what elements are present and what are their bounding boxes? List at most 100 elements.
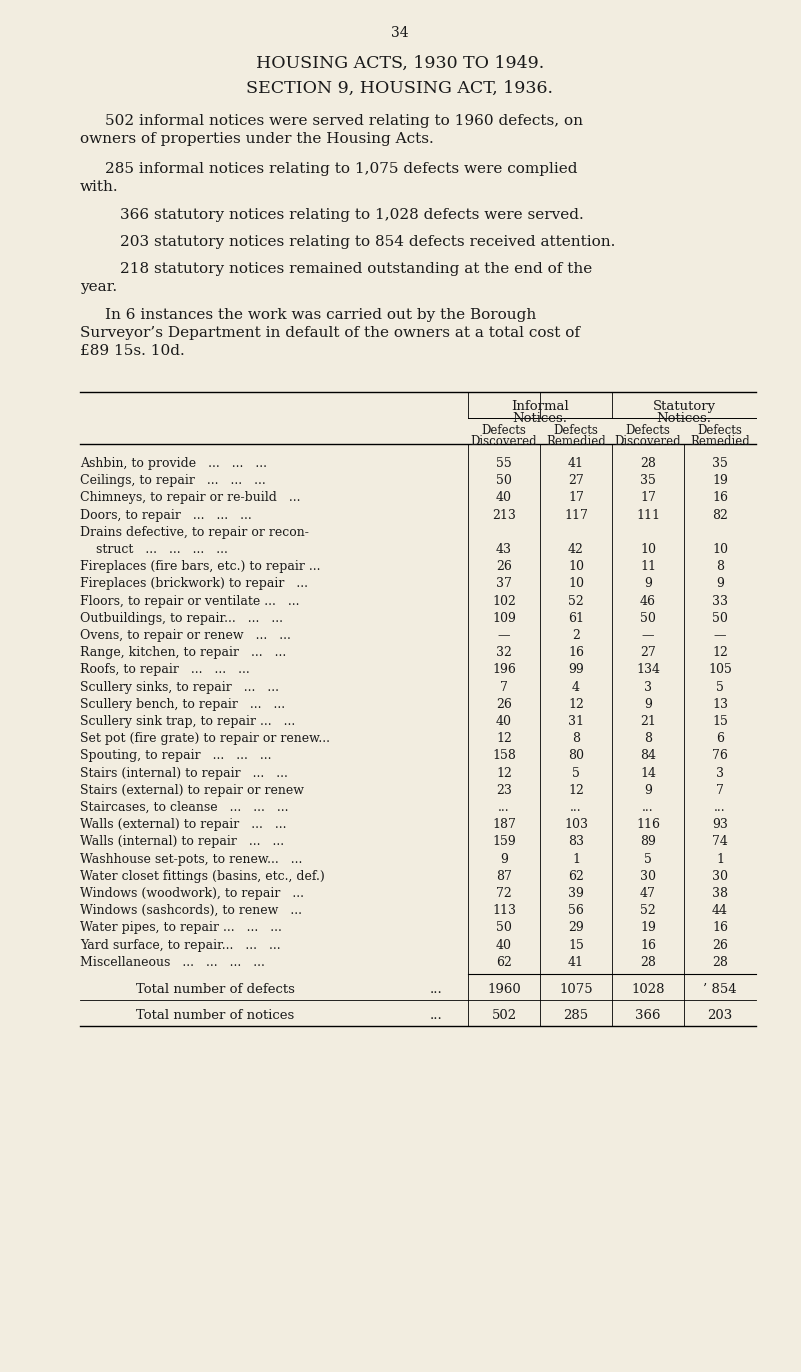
Text: with.: with.: [80, 180, 119, 193]
Text: 1960: 1960: [487, 982, 521, 996]
Text: Water closet fittings (basins, etc., def.): Water closet fittings (basins, etc., def…: [80, 870, 324, 882]
Text: 42: 42: [568, 543, 584, 556]
Text: 10: 10: [640, 543, 656, 556]
Text: Defects: Defects: [698, 424, 743, 438]
Text: Informal: Informal: [511, 401, 569, 413]
Text: 3: 3: [716, 767, 724, 779]
Text: 61: 61: [568, 612, 584, 624]
Text: Range, kitchen, to repair   ...   ...: Range, kitchen, to repair ... ...: [80, 646, 286, 659]
Text: 12: 12: [496, 767, 512, 779]
Text: year.: year.: [80, 280, 117, 294]
Text: 83: 83: [568, 836, 584, 848]
Text: 43: 43: [496, 543, 512, 556]
Text: ...: ...: [430, 982, 443, 996]
Text: Roofs, to repair   ...   ...   ...: Roofs, to repair ... ... ...: [80, 664, 250, 676]
Text: 6: 6: [716, 733, 724, 745]
Text: 111: 111: [636, 509, 660, 521]
Text: 187: 187: [492, 818, 516, 831]
Text: 5: 5: [716, 681, 724, 694]
Text: 26: 26: [496, 698, 512, 711]
Text: £89 15s. 10d.: £89 15s. 10d.: [80, 344, 185, 358]
Text: 502 informal notices were served relating to 1960 defects, on: 502 informal notices were served relatin…: [105, 114, 583, 128]
Text: 1028: 1028: [631, 982, 665, 996]
Text: 285: 285: [563, 1008, 589, 1022]
Text: 80: 80: [568, 749, 584, 763]
Text: 1: 1: [716, 852, 724, 866]
Text: Washhouse set-pots, to renew...   ...: Washhouse set-pots, to renew... ...: [80, 852, 302, 866]
Text: 9: 9: [500, 852, 508, 866]
Text: 113: 113: [492, 904, 516, 918]
Text: 55: 55: [496, 457, 512, 471]
Text: Defects: Defects: [553, 424, 598, 438]
Text: 39: 39: [568, 888, 584, 900]
Text: ...: ...: [430, 1008, 443, 1022]
Text: 134: 134: [636, 664, 660, 676]
Text: 28: 28: [712, 956, 728, 969]
Text: 12: 12: [568, 783, 584, 797]
Text: 62: 62: [496, 956, 512, 969]
Text: 102: 102: [492, 594, 516, 608]
Text: 46: 46: [640, 594, 656, 608]
Text: 9: 9: [716, 578, 724, 590]
Text: Outbuildings, to repair...   ...   ...: Outbuildings, to repair... ... ...: [80, 612, 283, 624]
Text: 2: 2: [572, 628, 580, 642]
Text: 203: 203: [707, 1008, 733, 1022]
Text: 218 statutory notices remained outstanding at the end of the: 218 statutory notices remained outstandi…: [120, 262, 592, 276]
Text: Stairs (external) to repair or renew: Stairs (external) to repair or renew: [80, 783, 304, 797]
Text: 93: 93: [712, 818, 728, 831]
Text: 103: 103: [564, 818, 588, 831]
Text: —: —: [497, 628, 510, 642]
Text: Set pot (fire grate) to repair or renew...: Set pot (fire grate) to repair or renew.…: [80, 733, 330, 745]
Text: 28: 28: [640, 956, 656, 969]
Text: —: —: [642, 628, 654, 642]
Text: 7: 7: [500, 681, 508, 694]
Text: 30: 30: [640, 870, 656, 882]
Text: 19: 19: [712, 475, 728, 487]
Text: 89: 89: [640, 836, 656, 848]
Text: Stairs (internal) to repair   ...   ...: Stairs (internal) to repair ... ...: [80, 767, 288, 779]
Text: 9: 9: [644, 698, 652, 711]
Text: 50: 50: [496, 475, 512, 487]
Text: 12: 12: [496, 733, 512, 745]
Text: 34: 34: [391, 26, 409, 40]
Text: Windows (woodwork), to repair   ...: Windows (woodwork), to repair ...: [80, 888, 304, 900]
Text: Spouting, to repair   ...   ...   ...: Spouting, to repair ... ... ...: [80, 749, 272, 763]
Text: Scullery bench, to repair   ...   ...: Scullery bench, to repair ... ...: [80, 698, 285, 711]
Text: Defects: Defects: [481, 424, 526, 438]
Text: 159: 159: [492, 836, 516, 848]
Text: 76: 76: [712, 749, 728, 763]
Text: HOUSING ACTS, 1930 TO 1949.: HOUSING ACTS, 1930 TO 1949.: [256, 55, 544, 71]
Text: 32: 32: [496, 646, 512, 659]
Text: 502: 502: [492, 1008, 517, 1022]
Text: 16: 16: [712, 491, 728, 505]
Text: Discovered: Discovered: [471, 435, 537, 449]
Text: Chimneys, to repair or re-build   ...: Chimneys, to repair or re-build ...: [80, 491, 300, 505]
Text: —: —: [714, 628, 727, 642]
Text: 28: 28: [640, 457, 656, 471]
Text: 23: 23: [496, 783, 512, 797]
Text: 41: 41: [568, 457, 584, 471]
Text: 99: 99: [568, 664, 584, 676]
Text: 12: 12: [712, 646, 728, 659]
Text: 366 statutory notices relating to 1,028 defects were served.: 366 statutory notices relating to 1,028 …: [120, 209, 584, 222]
Text: 37: 37: [496, 578, 512, 590]
Text: 87: 87: [496, 870, 512, 882]
Text: 56: 56: [568, 904, 584, 918]
Text: 4: 4: [572, 681, 580, 694]
Text: 84: 84: [640, 749, 656, 763]
Text: 52: 52: [568, 594, 584, 608]
Text: 116: 116: [636, 818, 660, 831]
Text: 117: 117: [564, 509, 588, 521]
Text: 7: 7: [716, 783, 724, 797]
Text: 109: 109: [492, 612, 516, 624]
Text: Total number of defects: Total number of defects: [135, 982, 295, 996]
Text: 285 informal notices relating to 1,075 defects were complied: 285 informal notices relating to 1,075 d…: [105, 162, 578, 176]
Text: Defects: Defects: [626, 424, 670, 438]
Text: 10: 10: [712, 543, 728, 556]
Text: 16: 16: [640, 938, 656, 952]
Text: 82: 82: [712, 509, 728, 521]
Text: 10: 10: [568, 578, 584, 590]
Text: Fireplaces (brickwork) to repair   ...: Fireplaces (brickwork) to repair ...: [80, 578, 308, 590]
Text: 74: 74: [712, 836, 728, 848]
Text: 1: 1: [572, 852, 580, 866]
